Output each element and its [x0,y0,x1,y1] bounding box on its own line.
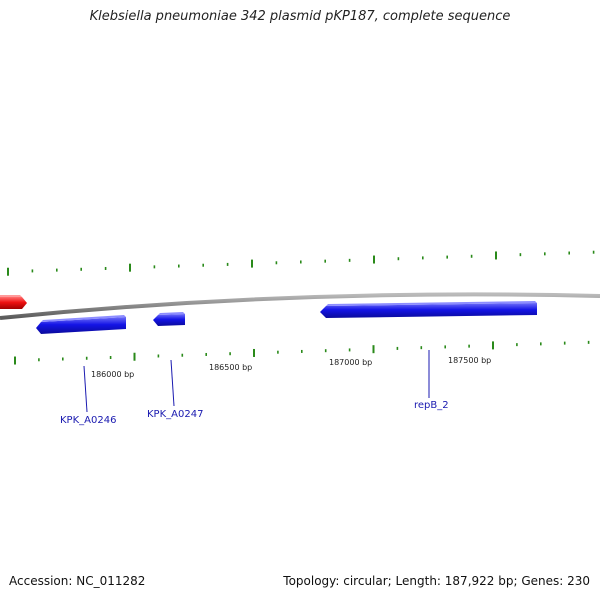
outer-tick-track [7,250,595,276]
plasmid-backbone [0,292,600,320]
accession-text: Accession: NC_011282 [9,574,146,588]
gene-label-kpk-a0247[interactable]: KPK_A0247 [147,409,203,420]
position-label-187500: 187500 bp [448,356,491,365]
leader-line-kpk-a0246 [83,365,88,413]
leader-line-kpk-a0247 [170,359,175,407]
forward-gene-arrow[interactable] [0,295,27,309]
gene-arrow-kpk-a0247[interactable] [153,312,185,326]
map-title: Klebsiella pneumoniae 342 plasmid pKP187… [89,9,511,24]
gene-label-repb-2[interactable]: repB_2 [414,400,449,411]
gene-arrow-repb-2[interactable] [320,301,537,318]
gene-label-kpk-a0246[interactable]: KPK_A0246 [60,415,116,426]
position-label-186000: 186000 bp [91,370,134,379]
gene-arrow-kpk-a0246[interactable] [36,315,126,334]
topology-summary: Topology: circular; Length: 187,922 bp; … [283,574,590,588]
inner-tick-track [14,340,590,365]
position-label-187000: 187000 bp [329,358,372,367]
position-label-186500: 186500 bp [209,363,252,372]
